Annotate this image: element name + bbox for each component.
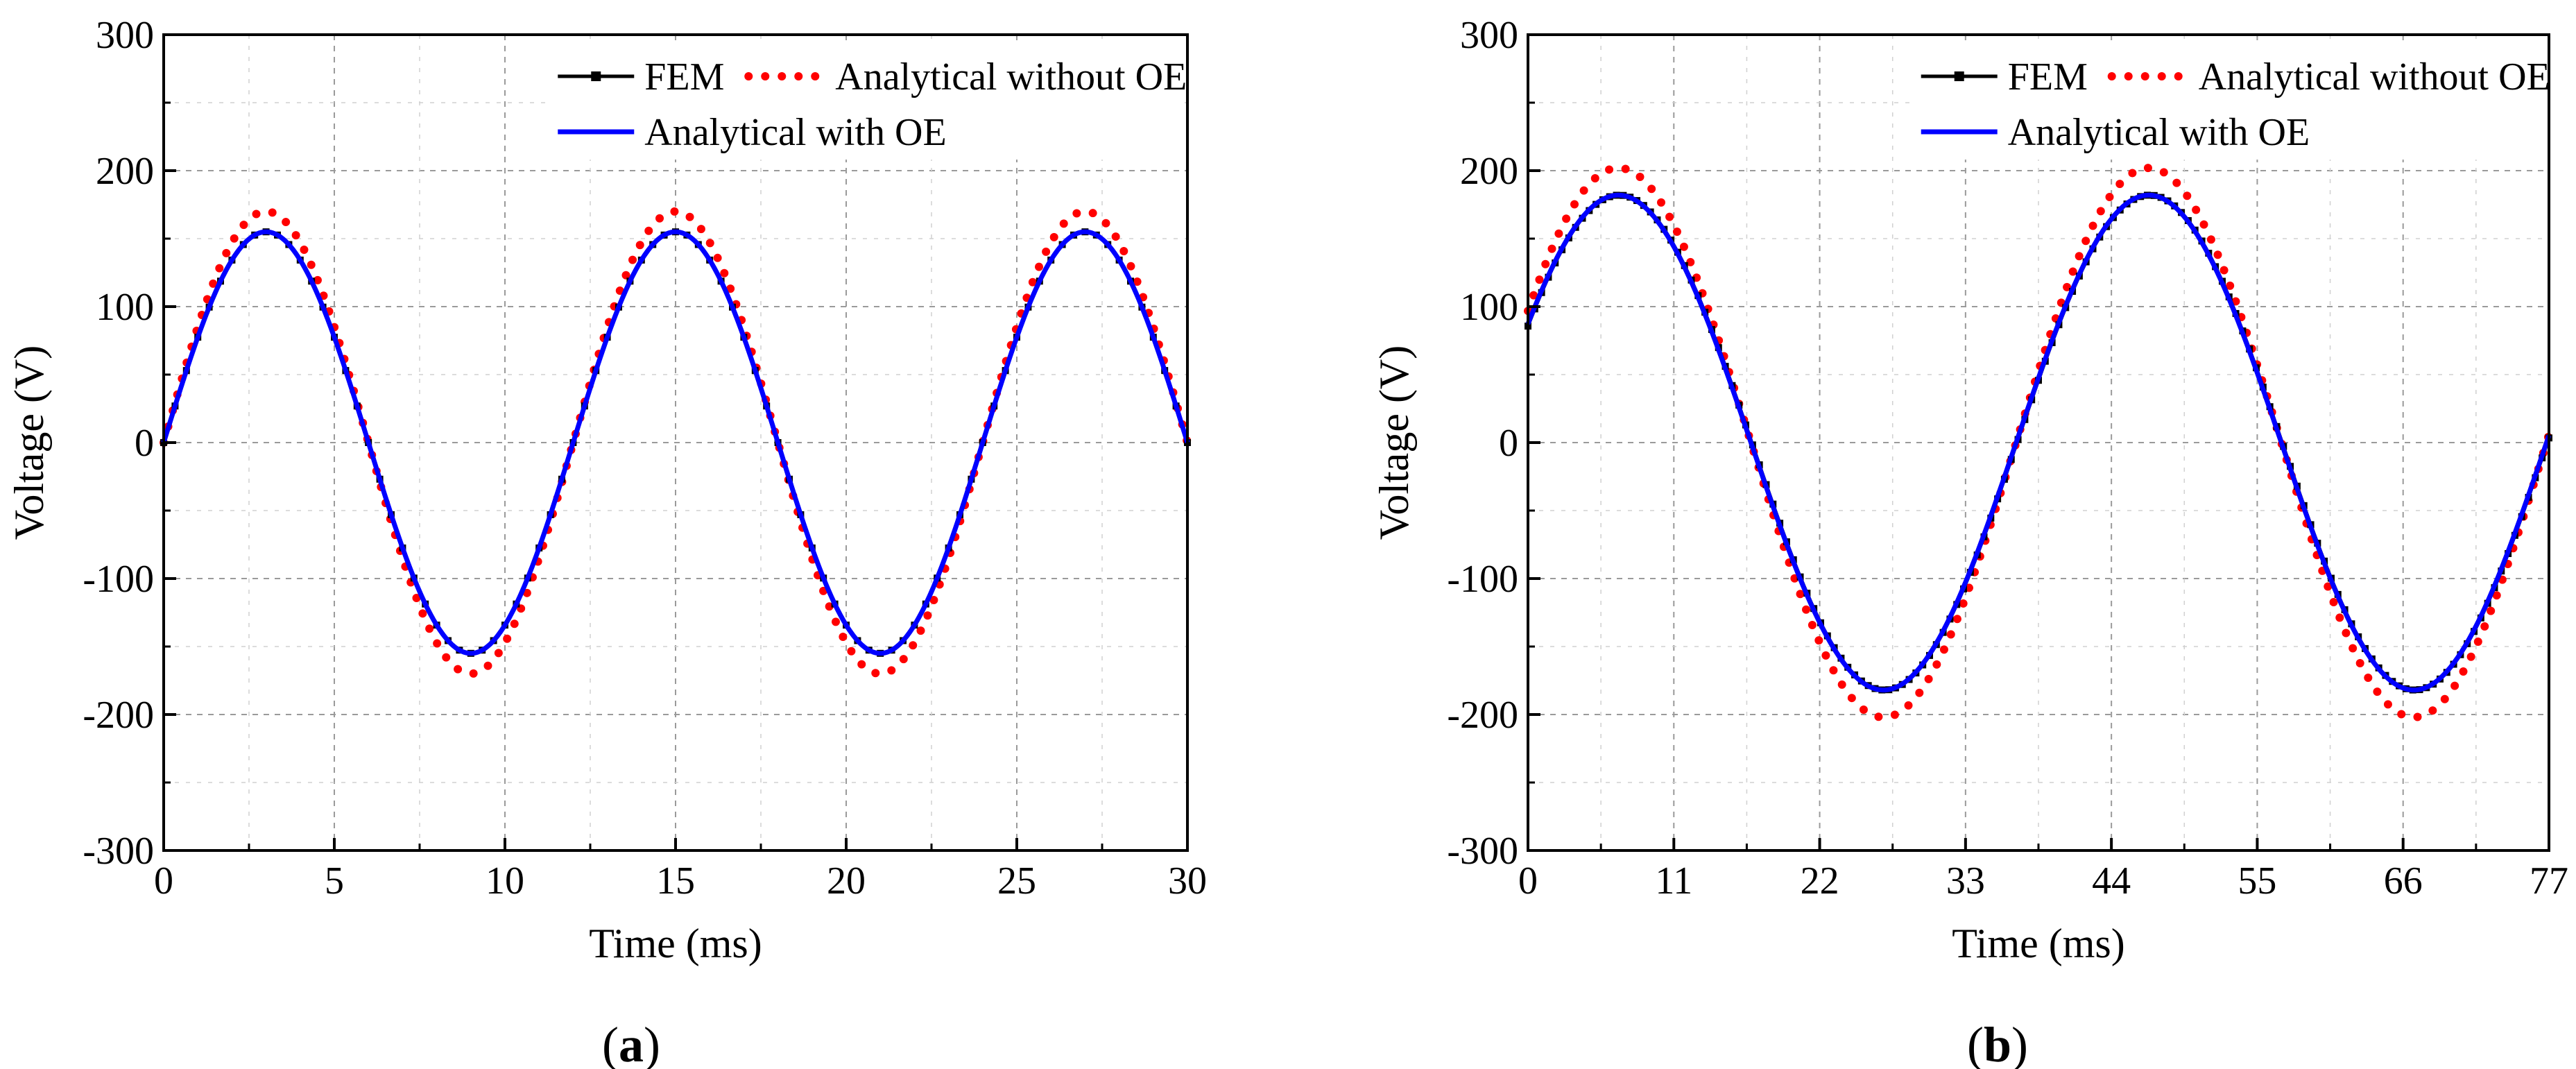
y-tick-label: 100 xyxy=(96,286,154,329)
y-tick-label: -300 xyxy=(1447,830,1518,873)
legend-marker-fem xyxy=(591,71,601,81)
y-tick-label: 0 xyxy=(1499,422,1518,465)
y-tick-label: -100 xyxy=(1447,558,1518,601)
y-tick-label: -200 xyxy=(1447,694,1518,737)
y-tick-label: -100 xyxy=(83,558,154,601)
x-tick-label: 5 xyxy=(325,860,344,903)
y-tick-label: 0 xyxy=(135,422,154,465)
y-tick-label: 200 xyxy=(1460,150,1518,193)
y-tick-label: 100 xyxy=(1460,286,1518,329)
legend-label-fem: FEM xyxy=(2008,55,2088,99)
caption-close-paren: ) xyxy=(2011,1017,2028,1069)
x-axis-label: Time (ms) xyxy=(589,921,762,966)
y-axis-label: Voltage (V) xyxy=(6,345,52,540)
x-tick-label: 22 xyxy=(1801,860,1839,903)
series-line-without-oe xyxy=(1524,164,2553,721)
y-axis-label: Voltage (V) xyxy=(1371,345,1417,540)
x-tick-label: 55 xyxy=(2238,860,2276,903)
series-line-without-oe xyxy=(160,207,1192,678)
y-tick-label: -300 xyxy=(83,830,154,873)
legend-background xyxy=(551,43,1182,160)
x-tick-label: 77 xyxy=(2530,860,2568,903)
caption-close-paren: ) xyxy=(644,1017,660,1069)
legend-label-with-oe: Analytical with OE xyxy=(2008,111,2310,154)
x-tick-label: 66 xyxy=(2384,860,2423,903)
chart-b: 0 11 22 33 44 55 66 77 -300 -200 -100 0 100 200 300 Tim… xyxy=(1371,14,2568,1069)
legend-label-fem: FEM xyxy=(644,55,724,99)
y-tick-label: 200 xyxy=(96,150,154,193)
panel-caption: (a) xyxy=(602,1017,660,1069)
y-tick-label: -200 xyxy=(83,694,154,737)
x-tick-label: 44 xyxy=(2092,860,2131,903)
caption-letter: a xyxy=(619,1017,644,1069)
chart-a: 0 5 10 15 20 25 30 -300 -200 -100 0 100 200 300 Time (… xyxy=(6,14,1207,1069)
x-tick-label: 11 xyxy=(1655,860,1692,903)
legend-label-without-oe: Analytical without OE xyxy=(2199,55,2550,99)
x-tick-label: 10 xyxy=(486,860,524,903)
x-tick-label: 0 xyxy=(1518,860,1538,903)
caption-letter: b xyxy=(1984,1017,2011,1069)
y-tick-label: 300 xyxy=(1460,14,1518,57)
caption-open-paren: ( xyxy=(602,1017,619,1069)
legend-marker-fem xyxy=(1954,71,1964,81)
x-axis-label: Time (ms) xyxy=(1952,921,2125,966)
x-tick-label: 0 xyxy=(154,860,173,903)
x-tick-label: 30 xyxy=(1168,860,1207,903)
x-tick-label: 33 xyxy=(1946,860,1985,903)
x-tick-label: 20 xyxy=(827,860,866,903)
legend-background xyxy=(1914,43,2543,160)
legend-label-without-oe: Analytical without OE xyxy=(835,55,1187,99)
panel-caption: (b) xyxy=(1967,1017,2028,1069)
series-line-with-oe xyxy=(1525,192,2552,693)
series-line-with-oe xyxy=(161,229,1190,656)
legend-label-with-oe: Analytical with OE xyxy=(644,111,946,154)
x-tick-label: 15 xyxy=(656,860,695,903)
y-tick-label: 300 xyxy=(96,14,154,57)
caption-open-paren: ( xyxy=(1967,1017,1984,1069)
x-tick-label: 25 xyxy=(997,860,1036,903)
